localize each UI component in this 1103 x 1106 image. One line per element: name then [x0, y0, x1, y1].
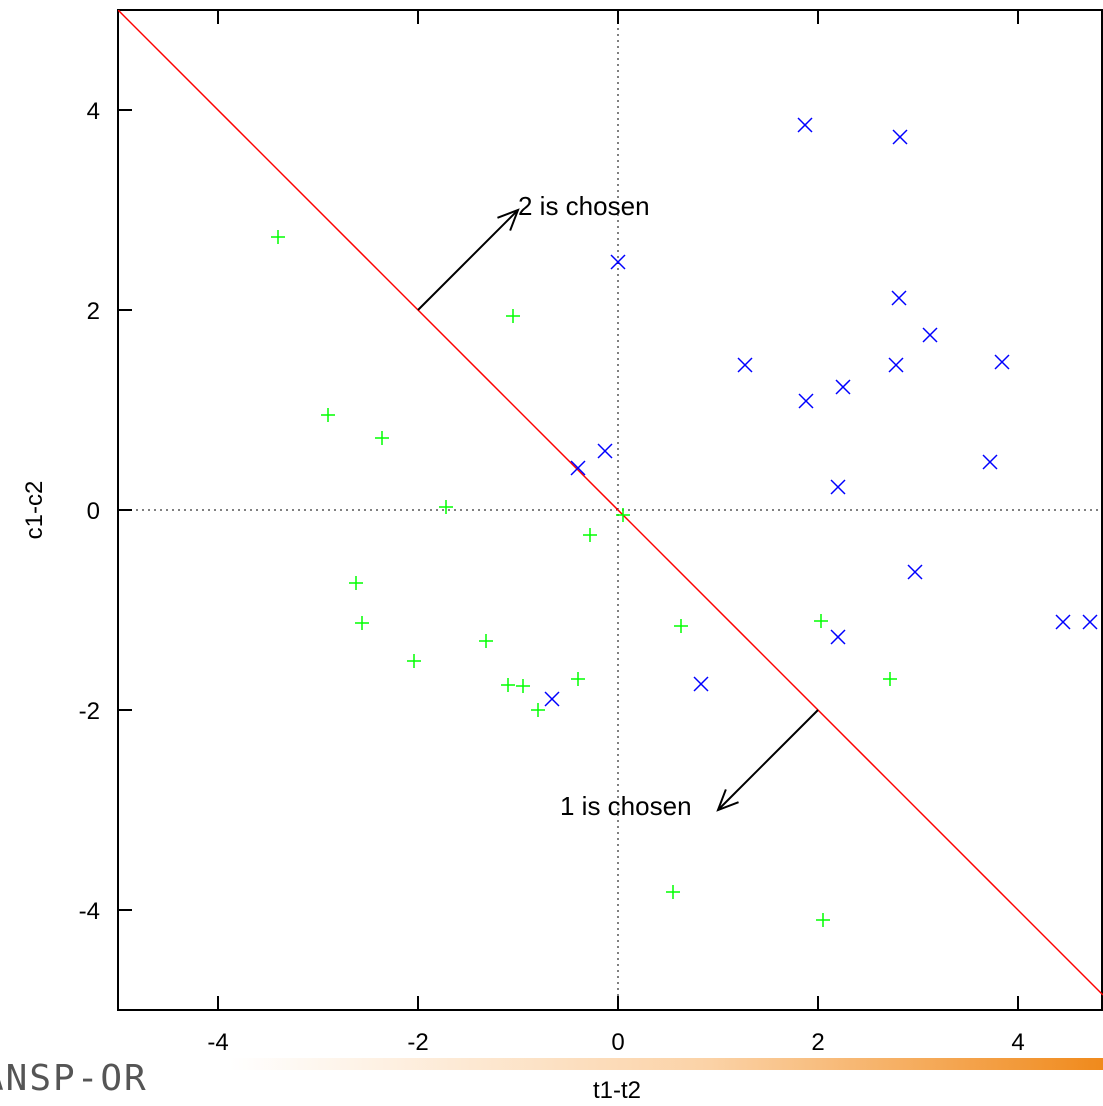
annotation-label: 2 is chosen [518, 191, 650, 221]
annotation-arrow [417, 208, 520, 311]
plus-point [501, 678, 515, 692]
x-point [982, 454, 998, 470]
x-point [922, 327, 938, 343]
y-axis-title: c1-c2 [21, 481, 48, 540]
x-point [610, 254, 626, 270]
plus-point [583, 528, 597, 542]
y-tick-label: 2 [87, 298, 100, 325]
plus-point [355, 616, 369, 630]
plus-point [816, 913, 830, 927]
x-point [830, 629, 846, 645]
x-point [570, 460, 586, 476]
x-point [892, 129, 908, 145]
x-axis-title: t1-t2 [593, 1077, 641, 1104]
decision-line [118, 10, 1103, 996]
x-point [798, 393, 814, 409]
x-point [835, 379, 851, 395]
x-point [797, 117, 813, 133]
annotation-label: 1 is chosen [560, 791, 692, 821]
zero-lines [118, 10, 1103, 1010]
annotation-arrow [716, 709, 819, 812]
x-point [888, 357, 904, 373]
x-tick-label: -2 [407, 1029, 428, 1056]
plus-point [407, 654, 421, 668]
x-point [994, 354, 1010, 370]
x-point [1082, 614, 1098, 630]
decision-boundary [118, 10, 1103, 996]
annotations: 2 is chosen 1 is chosen [417, 191, 819, 821]
plus-point [571, 672, 585, 686]
plus-point [531, 703, 545, 717]
plus-point [439, 500, 453, 514]
x-tick-label: 2 [811, 1029, 824, 1056]
plus-point [674, 619, 688, 633]
logo-bar [230, 1058, 1103, 1070]
axis-ticks [118, 10, 1019, 1010]
data-points [271, 117, 1098, 927]
plus-point [271, 230, 285, 244]
x-point [693, 676, 709, 692]
x-point [737, 357, 753, 373]
x-point [907, 564, 923, 580]
plus-point [516, 679, 530, 693]
plus-point [814, 614, 828, 628]
x-point [891, 290, 907, 306]
x-tick-label: -4 [207, 1029, 228, 1056]
x-point [1055, 614, 1071, 630]
x-point [544, 691, 560, 707]
x-point [830, 479, 846, 495]
plus-point [349, 576, 363, 590]
y-tick-label: 4 [87, 98, 100, 125]
plus-point [883, 672, 897, 686]
x-point [597, 443, 613, 459]
x-tick-label: 4 [1011, 1029, 1024, 1056]
plus-point [506, 309, 520, 323]
plus-point [666, 885, 680, 899]
plus-point [616, 508, 630, 522]
plus-point [321, 408, 335, 422]
y-tick-label: -4 [79, 898, 100, 925]
plus-point [479, 634, 493, 648]
tick-labels: -4 -2 0 2 4 -4 -2 0 2 4 [79, 98, 1025, 1056]
plus-point [375, 431, 389, 445]
x-tick-label: 0 [611, 1029, 624, 1056]
y-tick-label: 0 [87, 498, 100, 525]
logo: ANSP-OR [0, 1058, 148, 1099]
y-tick-label: -2 [79, 698, 100, 725]
